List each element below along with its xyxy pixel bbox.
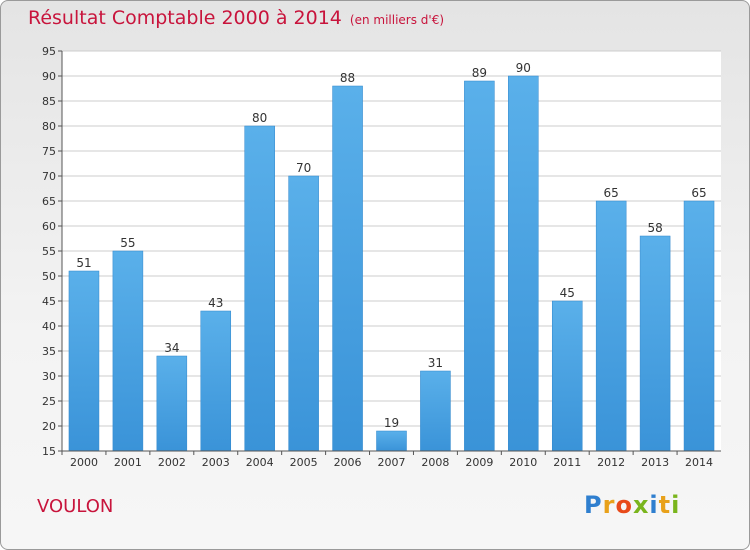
- bar: [288, 175, 319, 452]
- data-label: 31: [428, 356, 443, 370]
- x-tick-label: 2014: [685, 456, 713, 469]
- x-tick-label: 2003: [202, 456, 230, 469]
- data-label: 51: [76, 256, 91, 270]
- y-tick-label: 20: [42, 420, 56, 433]
- bar: [68, 270, 100, 452]
- bar: [200, 310, 232, 452]
- x-tick-label: 2013: [641, 456, 669, 469]
- data-label: 43: [208, 296, 223, 310]
- proxiti-logo: Proxiti: [584, 491, 680, 519]
- bar: [639, 235, 671, 452]
- y-tick-label: 75: [42, 145, 56, 158]
- x-tick-label: 2008: [421, 456, 449, 469]
- bar: [420, 370, 451, 452]
- data-label: 34: [164, 341, 179, 355]
- x-tick-label: 2006: [334, 456, 362, 469]
- data-label: 55: [120, 236, 135, 250]
- y-tick-label: 55: [42, 245, 56, 258]
- data-label: 89: [472, 66, 487, 80]
- x-tick-label: 2002: [158, 456, 186, 469]
- x-tick-label: 2004: [246, 456, 274, 469]
- x-tick-label: 2010: [509, 456, 537, 469]
- y-tick-label: 30: [42, 370, 56, 383]
- x-tick-label: 2009: [465, 456, 493, 469]
- logo-letter: t: [658, 491, 672, 519]
- bar: [464, 80, 495, 452]
- x-tick-label: 2011: [553, 456, 581, 469]
- bar: [156, 355, 188, 452]
- bar: [376, 430, 407, 452]
- bar: [332, 85, 363, 452]
- chart-title-main: Résultat Comptable 2000 à 2014: [28, 7, 342, 29]
- data-label: 90: [516, 61, 531, 75]
- y-tick-label: 70: [42, 170, 56, 183]
- logo-letter: o: [615, 491, 633, 519]
- y-tick-label: 60: [42, 220, 56, 233]
- data-label: 19: [384, 416, 399, 430]
- x-tick-label: 2001: [114, 456, 142, 469]
- x-tick-label: 2007: [378, 456, 406, 469]
- data-label: 80: [252, 111, 267, 125]
- data-label: 58: [647, 221, 662, 235]
- place-name: VOULON: [37, 496, 114, 517]
- bar: [508, 75, 539, 452]
- y-tick-label: 65: [42, 195, 56, 208]
- bar: [244, 125, 275, 452]
- logo-letter: x: [632, 491, 650, 519]
- data-label: 65: [604, 186, 619, 200]
- logo-letter: P: [584, 491, 603, 519]
- y-tick-label: 35: [42, 345, 56, 358]
- logo-letter: r: [602, 491, 616, 519]
- data-label: 88: [340, 71, 355, 85]
- y-tick-label: 15: [42, 445, 56, 458]
- bar: [595, 200, 627, 452]
- data-label: 65: [691, 186, 706, 200]
- bar: [683, 200, 715, 452]
- chart-title: Résultat Comptable 2000 à 2014 (en millie…: [28, 7, 444, 29]
- data-label: 45: [560, 286, 575, 300]
- logo-letter: i: [649, 491, 659, 519]
- chart-title-unit: (en milliers d'€): [349, 13, 445, 27]
- logo-letter: i: [671, 491, 681, 519]
- x-tick-label: 2005: [290, 456, 318, 469]
- y-tick-label: 80: [42, 120, 56, 133]
- y-tick-label: 90: [42, 70, 56, 83]
- y-tick-label: 45: [42, 295, 56, 308]
- bar: [112, 250, 144, 452]
- x-tick-label: 2012: [597, 456, 625, 469]
- bar: [551, 300, 583, 452]
- y-tick-label: 95: [42, 45, 56, 58]
- y-tick-label: 85: [42, 95, 56, 108]
- y-tick-label: 50: [42, 270, 56, 283]
- x-tick-label: 2000: [70, 456, 98, 469]
- data-label: 70: [296, 161, 311, 175]
- y-tick-label: 25: [42, 395, 56, 408]
- y-tick-label: 40: [42, 320, 56, 333]
